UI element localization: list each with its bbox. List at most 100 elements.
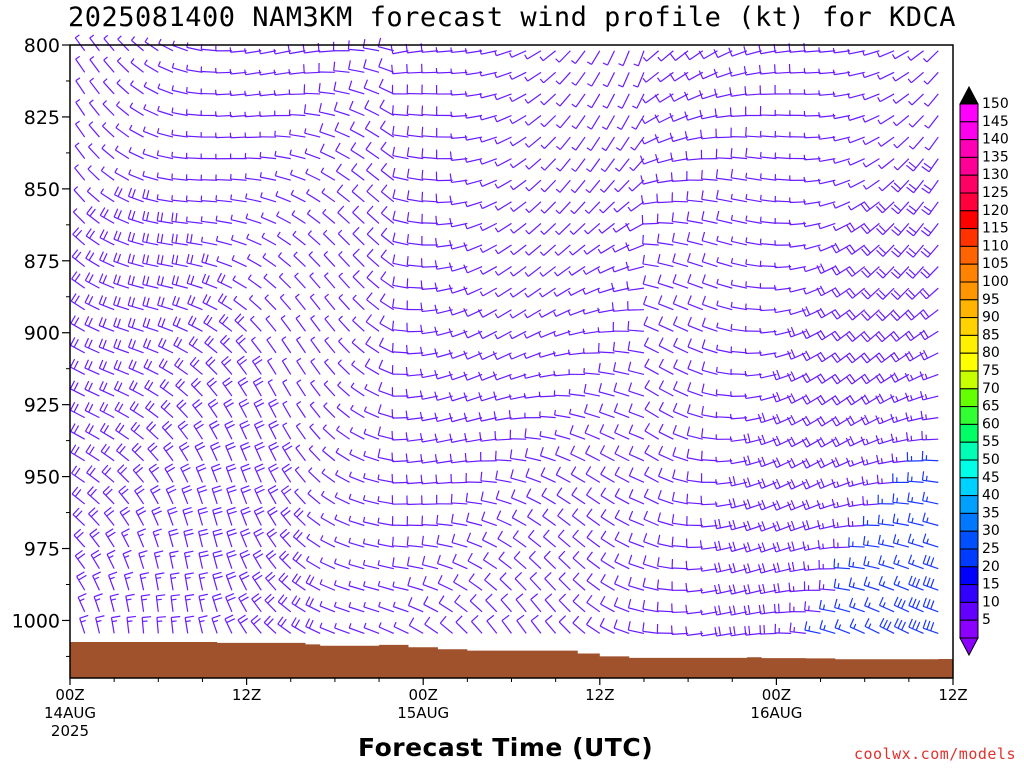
barb-flag (241, 531, 251, 537)
barb-shaft (455, 621, 468, 634)
barb-shaft (512, 537, 527, 548)
barb-flag (338, 294, 344, 299)
barb-flag (322, 446, 327, 452)
barb-shaft (701, 568, 718, 572)
wind-barb (513, 550, 527, 570)
wind-barb (700, 566, 718, 572)
barb-flag (165, 445, 174, 452)
barb-shaft (171, 241, 188, 246)
barb-shaft (76, 576, 86, 591)
wind-barb (658, 358, 674, 375)
barb-shaft (265, 577, 277, 591)
barb-shaft (544, 179, 557, 193)
barb-flag (642, 57, 648, 62)
barb-flag (554, 271, 558, 277)
barb-flag (819, 620, 824, 630)
wind-barb (745, 215, 762, 224)
barb-flag (787, 542, 791, 552)
wind-barb (714, 518, 733, 530)
barb-flag (240, 574, 250, 581)
barb-shaft (363, 432, 380, 440)
barb-flag (89, 34, 95, 39)
barb-shaft (702, 303, 718, 311)
barb-shaft (606, 50, 616, 66)
barb-flag (847, 137, 851, 143)
barb-flag (171, 195, 173, 201)
wind-barb (144, 379, 159, 397)
wind-barb (802, 520, 821, 531)
barb-shaft (366, 169, 380, 181)
wind-barb (557, 529, 571, 548)
barb-shaft (510, 477, 527, 483)
barb-flag (614, 553, 620, 562)
barb-flag (831, 498, 836, 508)
wind-barb (391, 516, 409, 527)
wind-barb (71, 249, 86, 268)
barb-shaft (337, 362, 351, 375)
barb-shaft (557, 536, 571, 548)
wind-barb (492, 371, 512, 381)
wind-barb (185, 195, 203, 203)
barb-flag (728, 477, 732, 487)
barb-flag (540, 100, 545, 106)
barb-flag (714, 88, 718, 98)
wind-barb (434, 282, 453, 292)
barb-shaft (177, 426, 189, 440)
wind-barb (378, 359, 395, 376)
barb-flag (626, 281, 629, 291)
barb-flag (182, 467, 191, 473)
barb-shaft (716, 304, 733, 311)
wind-barb (556, 136, 571, 150)
wind-barb (156, 150, 174, 160)
barb-shaft (501, 620, 512, 634)
barb-shaft (436, 71, 453, 74)
barb-flag (265, 550, 274, 557)
barb-flag (628, 424, 634, 434)
barb-flag (745, 127, 747, 137)
barb-flag (237, 614, 246, 621)
barb-shaft (646, 50, 660, 62)
barb-flag (248, 294, 254, 300)
barb-flag (631, 126, 637, 130)
wind-barb (831, 287, 851, 298)
barb-flag (295, 444, 301, 449)
wind-barb (833, 538, 851, 549)
barb-flag (98, 273, 104, 283)
barb-shaft (497, 309, 512, 319)
barb-shaft (421, 200, 438, 203)
wind-barb (422, 575, 439, 591)
barb-shaft (349, 627, 365, 634)
wind-barb (701, 274, 718, 289)
barb-flag (241, 423, 250, 429)
barb-flag (628, 576, 632, 586)
barb-shaft (254, 489, 262, 505)
barb-flag (822, 604, 825, 610)
barb-flag (380, 205, 388, 214)
barb-flag (787, 562, 791, 572)
wind-barb (728, 47, 748, 57)
barb-flag (186, 233, 189, 243)
wind-barb (510, 469, 527, 483)
barb-flag (87, 382, 93, 392)
barb-shaft (541, 309, 556, 318)
barb-flag (599, 595, 606, 605)
wind-barb (494, 287, 512, 298)
barb-shaft (335, 150, 350, 160)
barb-shaft (176, 405, 189, 419)
barb-flag (493, 411, 497, 421)
wind-barb (468, 573, 483, 591)
barb-shaft (466, 438, 483, 443)
wind-barb (862, 50, 880, 56)
barb-flag (834, 395, 841, 404)
wind-barb (640, 195, 659, 205)
barb-shaft (90, 554, 100, 569)
barb-shaft (657, 543, 674, 548)
barb-flag (669, 53, 676, 61)
barb-shaft (323, 405, 336, 419)
barb-flag (479, 70, 482, 77)
wind-barb (161, 420, 174, 440)
wind-barb (303, 84, 321, 95)
wind-barb (171, 275, 188, 289)
barb-flag (84, 316, 90, 325)
barb-flag (480, 471, 483, 481)
